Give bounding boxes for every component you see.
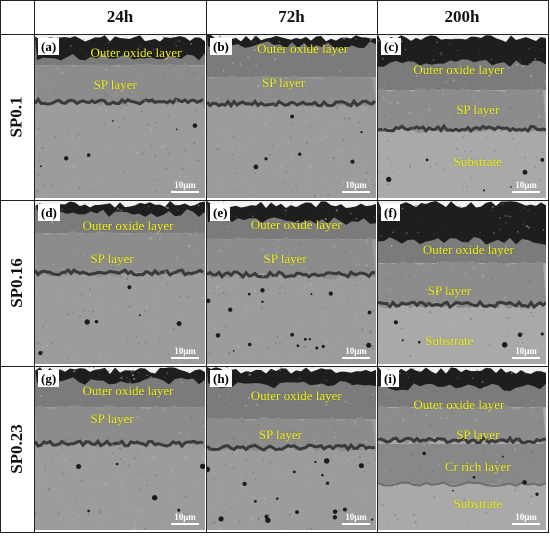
sem-micrograph-panel: (f) Outer oxide layer SP layer Substrate 10μ… [378,201,546,364]
grid-line [0,532,549,533]
sem-image [207,35,376,198]
grid-line [0,200,549,201]
scale-bar-line [342,523,370,525]
scale-bar: 10μm [342,512,370,525]
scale-bar: 10μm [512,512,540,525]
scale-bar: 10μm [342,180,370,193]
row-header: SP0.23 [0,367,34,530]
layer-annotation: SP layer [456,102,500,117]
layer-annotation: SP layer [261,75,306,90]
layer-annotation: SP layer [258,427,302,442]
sem-micrograph-panel: (a) Outer oxide layer SP layer 10μm [35,35,205,198]
scale-bar-line [512,357,540,359]
grid-line [0,0,1,533]
sem-image [378,367,546,530]
scale-bar-line [342,191,370,193]
scale-bar-label: 10μm [174,180,196,190]
layer-annotation: Outer oxide layer [250,217,342,232]
panel-label: (a) [38,38,60,55]
sem-image [207,367,376,530]
grid-line [0,366,549,367]
row-header: SP0.16 [0,201,34,364]
layer-annotation: SP layer [90,411,134,426]
layer-annotation: Outer oxide layer [422,242,514,257]
sem-micrograph-panel: (e) Outer oxide layer SP layer 10μm [207,201,376,364]
sem-image [378,35,546,198]
panel-label: (e) [210,204,231,221]
scale-bar-label: 10μm [345,512,367,522]
row-header-label: SP0.16 [7,257,26,308]
panel-label: (d) [38,204,60,221]
scale-bar-label: 10μm [174,512,196,522]
layer-annotation: Substrate [453,496,502,511]
panel-label: (c) [381,38,402,55]
sem-image [207,201,376,364]
layer-annotation: Outer oxide layer [250,388,342,403]
scale-bar: 10μm [342,346,370,359]
layer-annotation: SP layer [456,427,500,442]
sem-micrograph-panel: (c) Outer oxide layer SP layer Substrate 10μ… [378,35,546,198]
scale-bar: 10μm [171,512,199,525]
scale-bar: 10μm [171,346,199,359]
grid-line [548,0,549,533]
layer-annotation: SP layer [93,77,137,92]
layer-annotation: Outer oxide layer [90,45,182,60]
layer-annotation: Outer oxide layer [82,218,174,233]
grid-line [206,0,207,533]
sem-micrograph-panel: (b) Outer oxide layer SP layer 10μm [207,35,376,198]
scale-bar-label: 10μm [345,180,367,190]
layer-annotation: Outer oxide layer [257,41,349,56]
scale-bar: 10μm [171,180,199,193]
column-header: 200h [444,7,480,26]
scale-bar-line [342,357,370,359]
scale-bar-label: 10μm [174,346,196,356]
scale-bar-label: 10μm [515,180,537,190]
scale-bar-line [171,191,199,193]
sem-micrograph-panel: (g) Outer oxide layer SP layer 10μm [35,367,205,530]
row-header-label: SP0.1 [7,95,26,138]
scale-bar-line [171,523,199,525]
scale-bar-line [171,357,199,359]
panel-label: (h) [210,370,232,387]
column-header: 24h [106,7,134,26]
sem-micrograph-panel: (h) Outer oxide layer SP layer 10μm [207,367,376,530]
grid-line [0,34,549,35]
layer-annotation: Outer oxide layer [82,383,174,398]
panel-label: (g) [38,370,60,387]
sem-micrograph-panel: (i) Outer oxide layer SP layer Cr rich laye… [378,367,546,530]
layer-annotation: Outer oxide layer [413,62,505,77]
layer-annotation: Cr rich layer [444,459,511,474]
layer-annotation: SP layer [90,251,134,266]
grid-line [34,0,35,533]
column-header: 72h [278,7,305,26]
layer-annotation: SP layer [263,251,307,266]
scale-bar-label: 10μm [515,512,537,522]
sem-micrograph-panel: (d) Outer oxide layer SP layer 10μm [35,201,205,364]
scale-bar-line [512,191,540,193]
row-header: SP0.1 [0,35,34,198]
panel-label: (i) [381,370,400,387]
sem-image [35,35,205,198]
scale-bar-line [512,523,540,525]
layer-annotation: Substrate [425,333,474,348]
grid-line [377,0,378,533]
row-header-label: SP0.23 [7,423,26,474]
panel-label: (b) [210,38,232,55]
panel-label: (f) [381,204,400,221]
scale-bar-label: 10μm [345,346,367,356]
layer-annotation: Substrate [453,154,502,169]
sem-image [35,201,205,364]
grid-line [0,0,549,1]
sem-image [35,367,205,530]
sem-image [378,201,546,364]
layer-annotation: Outer oxide layer [413,397,505,412]
layer-annotation: SP layer [427,283,471,298]
scale-bar: 10μm [512,180,540,193]
scale-bar-label: 10μm [515,346,537,356]
scale-bar: 10μm [512,346,540,359]
